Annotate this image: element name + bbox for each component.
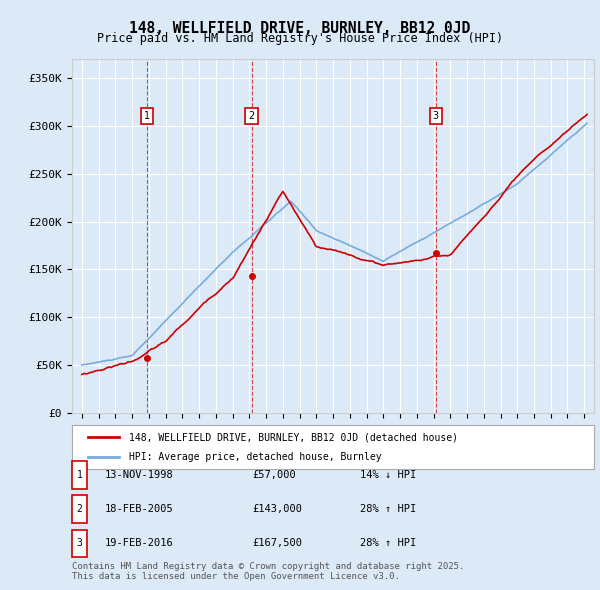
Text: 2: 2 [248,112,254,122]
Text: £143,000: £143,000 [252,504,302,514]
Text: Price paid vs. HM Land Registry's House Price Index (HPI): Price paid vs. HM Land Registry's House … [97,32,503,45]
Text: 19-FEB-2016: 19-FEB-2016 [105,539,174,548]
Text: 1: 1 [77,470,82,480]
Text: £57,000: £57,000 [252,470,296,480]
Text: 148, WELLFIELD DRIVE, BURNLEY, BB12 0JD: 148, WELLFIELD DRIVE, BURNLEY, BB12 0JD [130,21,470,35]
Text: 14% ↓ HPI: 14% ↓ HPI [360,470,416,480]
Text: 148, WELLFIELD DRIVE, BURNLEY, BB12 0JD (detached house): 148, WELLFIELD DRIVE, BURNLEY, BB12 0JD … [130,432,458,442]
Text: 18-FEB-2005: 18-FEB-2005 [105,504,174,514]
Text: 28% ↑ HPI: 28% ↑ HPI [360,539,416,548]
Text: Contains HM Land Registry data © Crown copyright and database right 2025.
This d: Contains HM Land Registry data © Crown c… [72,562,464,581]
Text: 13-NOV-1998: 13-NOV-1998 [105,470,174,480]
Text: 2: 2 [77,504,82,514]
Text: £167,500: £167,500 [252,539,302,548]
Text: 1: 1 [143,112,149,122]
Text: HPI: Average price, detached house, Burnley: HPI: Average price, detached house, Burn… [130,452,382,461]
Text: 3: 3 [433,112,439,122]
Text: 3: 3 [77,539,82,548]
Text: 28% ↑ HPI: 28% ↑ HPI [360,504,416,514]
